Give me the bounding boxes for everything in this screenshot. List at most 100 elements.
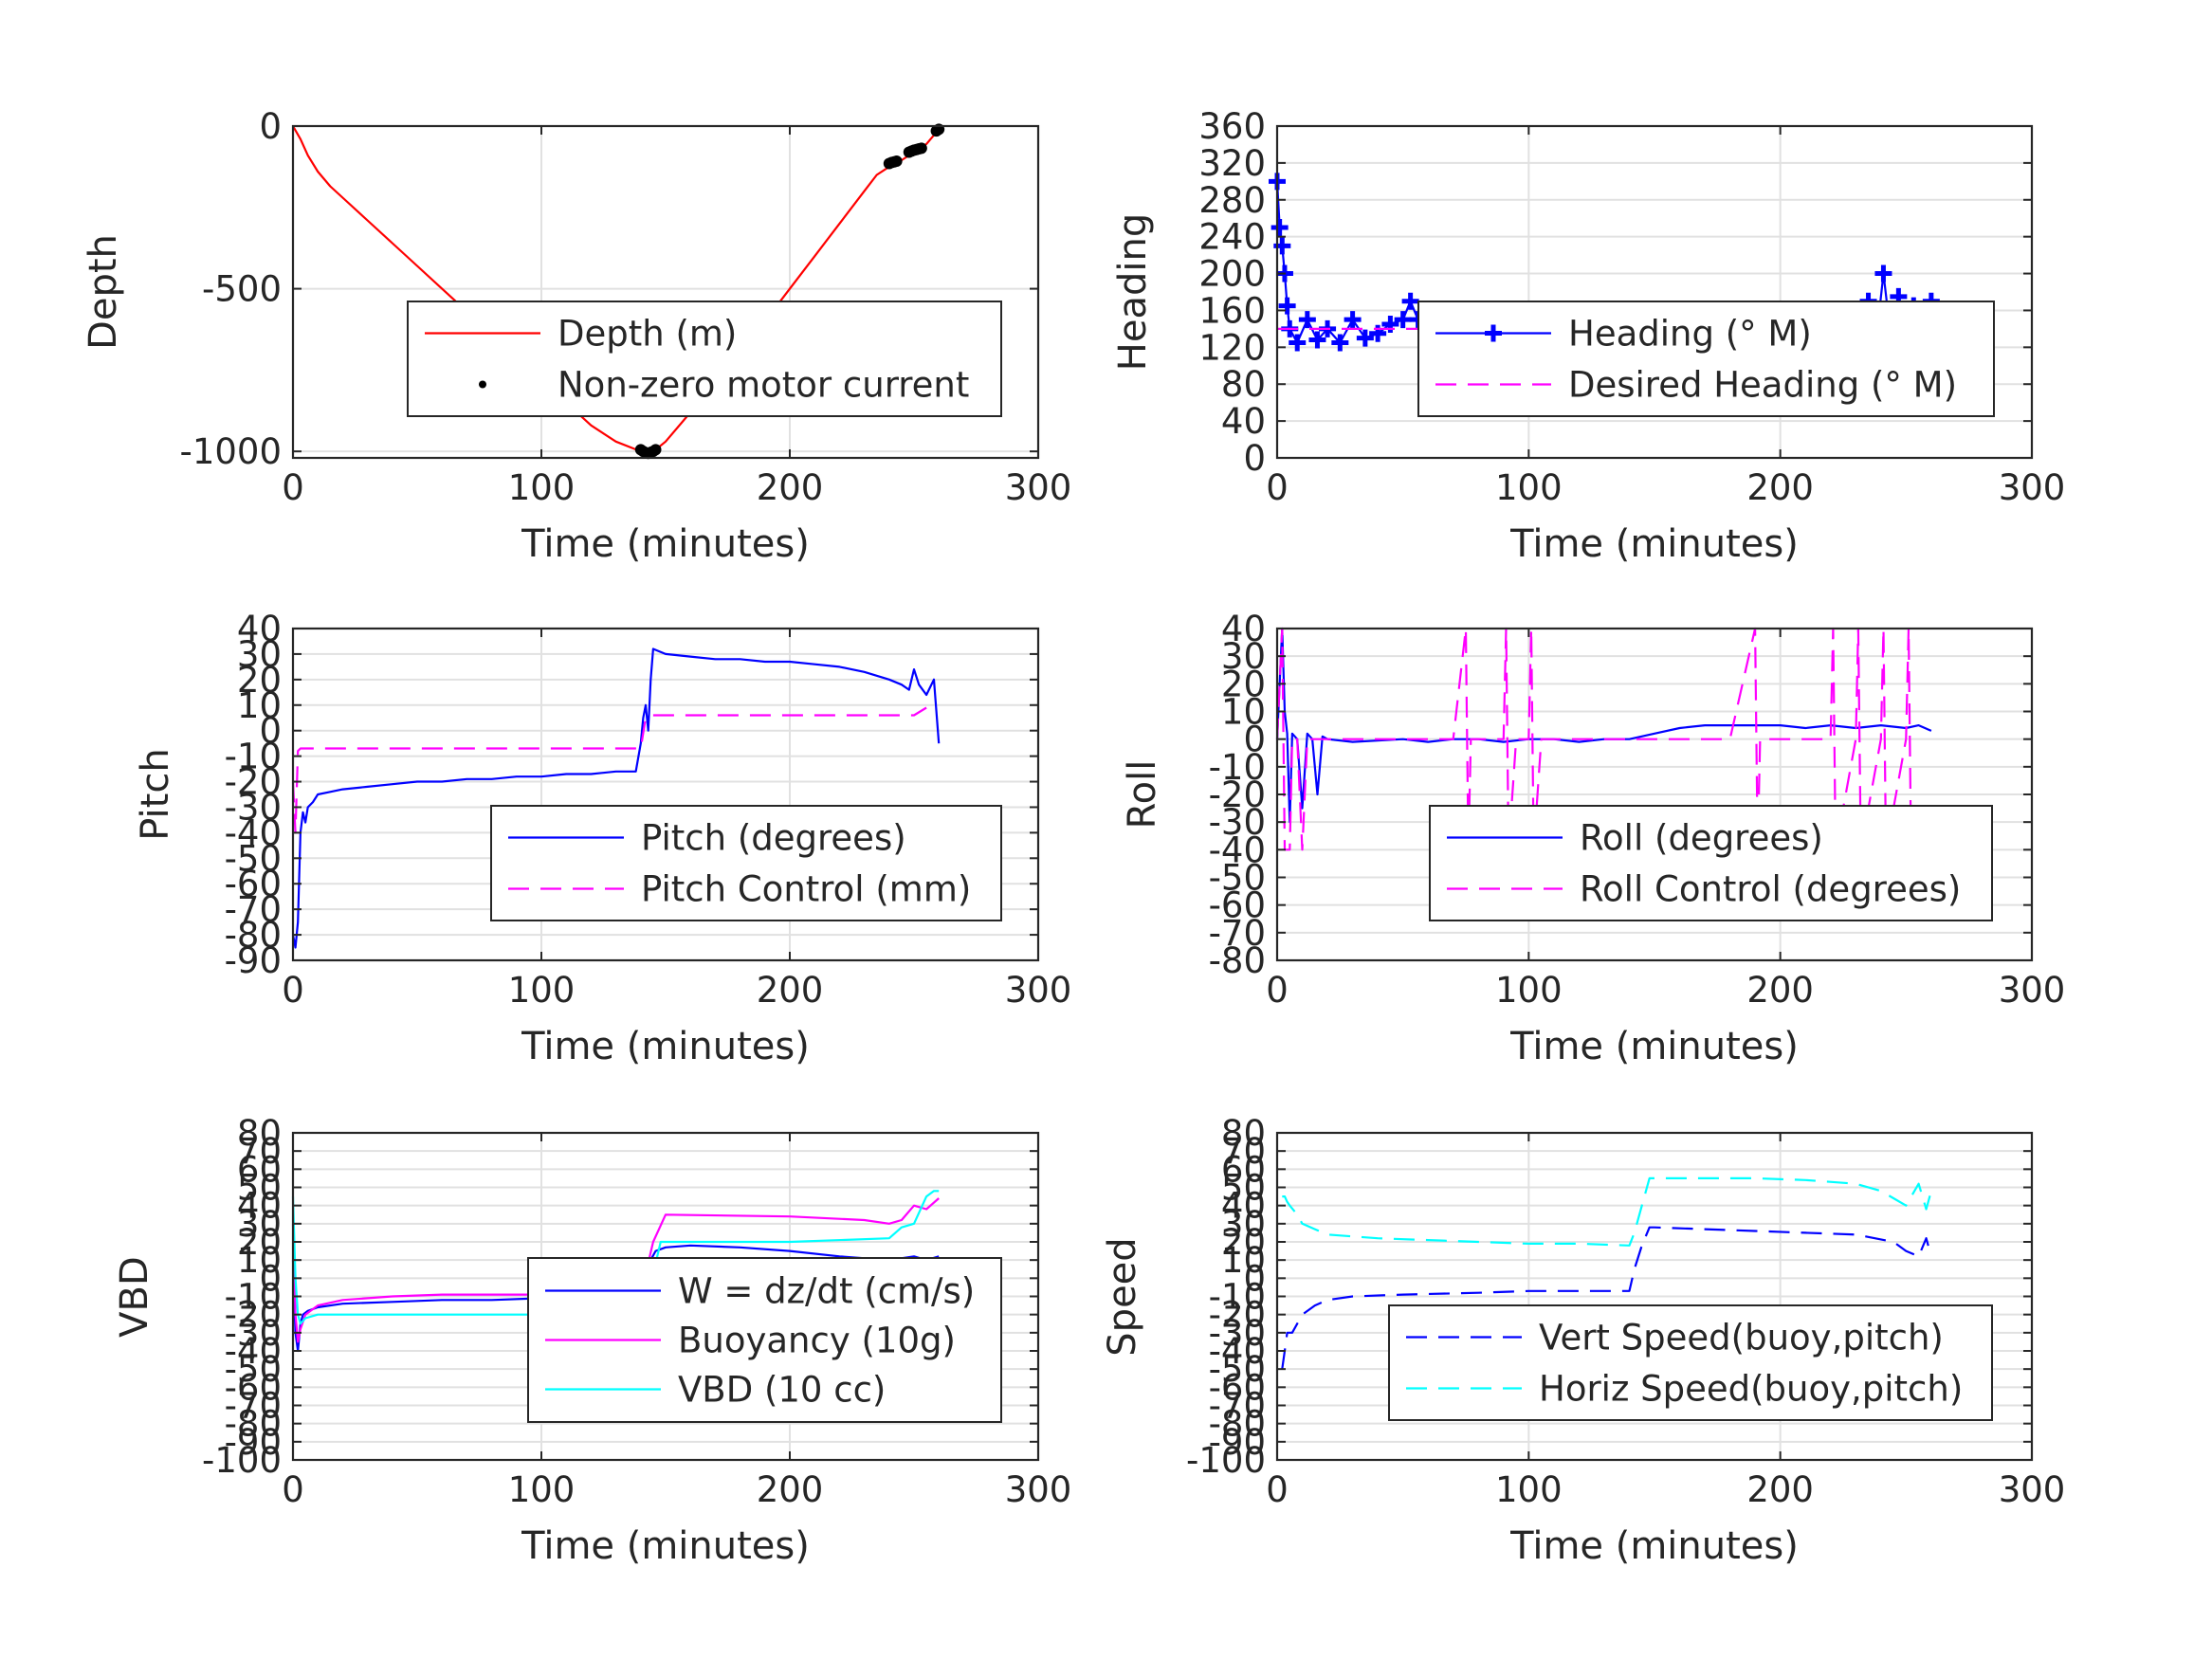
speed-y-tick-label: -30 — [1209, 1313, 1266, 1354]
speed-y-tick-label: -70 — [1209, 1386, 1266, 1427]
vbd-legend-label: Buoyancy (10g) — [678, 1321, 956, 1361]
depth-data-point — [915, 142, 927, 155]
vbd-legend-label: W = dz/dt (cm/s) — [678, 1271, 975, 1312]
pitch-y-tick-label: 20 — [237, 660, 282, 701]
roll-y-tick-label: 0 — [1243, 720, 1266, 760]
heading-y-tick-label: 320 — [1198, 143, 1266, 184]
roll-y-tick-label: -80 — [1209, 940, 1266, 981]
pitch-legend-label: Pitch Control (mm) — [641, 869, 971, 910]
depth-legend-box — [407, 301, 1002, 417]
vbd-y-tick-label: 60 — [237, 1149, 282, 1190]
depth-x-tick-label: 0 — [282, 467, 304, 508]
speed-y-tick-label: -20 — [1209, 1295, 1266, 1336]
roll-plot: 0 100 200 300403020100-10-20-30-40-50-60-70… — [1121, 609, 2065, 1068]
speed-y-tick-label: -40 — [1209, 1331, 1266, 1372]
vbd-x-axis-label: Time (minutes) — [521, 1524, 810, 1568]
speed-x-tick-label: 200 — [1746, 1469, 1814, 1510]
depth-y-tick-label: 0 — [259, 106, 282, 147]
vbd-y-tick-label: -30 — [225, 1313, 282, 1354]
depth-x-axis-label: Time (minutes) — [521, 522, 810, 566]
heading-y-tick-label: 0 — [1243, 438, 1266, 479]
speed-y-tick-label: 30 — [1221, 1204, 1266, 1245]
speed-series-0-line — [1281, 1226, 1932, 1370]
pitch-plot: 0 100 200 300403020100-10-20-30-40-50-60-70… — [134, 609, 1071, 1068]
speed-y-tick-label: 10 — [1221, 1240, 1266, 1281]
depth-x-tick-label: 300 — [1005, 467, 1072, 508]
speed-y-tick-label: -80 — [1209, 1404, 1266, 1445]
heading-y-tick-label: 160 — [1198, 290, 1266, 331]
heading-y-axis-label: Heading — [1111, 213, 1155, 371]
roll-y-tick-label: -10 — [1209, 747, 1266, 788]
heading-y-tick-label: 280 — [1198, 180, 1266, 221]
vbd-x-tick-label: 0 — [282, 1469, 304, 1510]
depth-legend-label: Depth (m) — [558, 314, 737, 355]
roll-legend: Roll (degrees) Roll Control (degrees) — [1429, 805, 1993, 921]
vbd-y-tick-label: 70 — [237, 1131, 282, 1172]
vbd-y-tick-label: 0 — [259, 1258, 282, 1299]
heading-axes-frame — [1275, 124, 2034, 460]
speed-y-tick-label: 60 — [1221, 1149, 1266, 1190]
heading-data-point — [1394, 311, 1412, 329]
roll-y-tick-label: -30 — [1209, 802, 1266, 843]
heading-data-point — [1874, 264, 1892, 283]
heading-x-tick-label: 100 — [1495, 467, 1563, 508]
heading-x-axis-label: Time (minutes) — [1509, 522, 1799, 566]
roll-y-tick-label: -40 — [1209, 830, 1266, 870]
pitch-x-axis-label: Time (minutes) — [521, 1025, 810, 1068]
heading-legend-marker — [1485, 324, 1502, 342]
roll-y-tick-label: -70 — [1209, 913, 1266, 954]
roll-legend-box — [1429, 805, 1993, 921]
roll-y-tick-label: 20 — [1221, 664, 1266, 704]
vbd-y-axis-label: VBD — [113, 1256, 156, 1338]
depth-data-point — [649, 444, 662, 456]
depth-y-axis-label: Depth — [82, 234, 125, 350]
speed-y-tick-label: 80 — [1221, 1113, 1266, 1154]
pitch-series-1-line — [291, 706, 927, 834]
pitch-x-tick-label: 300 — [1005, 970, 1072, 1011]
roll-x-tick-label: 100 — [1495, 970, 1563, 1011]
pitch-y-tick-label: -40 — [225, 812, 282, 853]
pitch-axes-frame — [291, 627, 1040, 962]
speed-x-tick-label: 300 — [1999, 1469, 2066, 1510]
roll-legend-label: Roll Control (degrees) — [1580, 869, 1961, 910]
roll-y-axis-label: Roll — [1121, 760, 1164, 830]
roll-legend-label: Roll (degrees) — [1580, 818, 1823, 859]
depth-legend-swatch — [479, 380, 486, 389]
vbd-legend: W = dz/dt (cm/s) Buoyancy (10g) VBD (10 cc… — [527, 1257, 1002, 1423]
heading-y-tick-label: 120 — [1198, 327, 1266, 368]
heading-y-tick-label: 200 — [1198, 254, 1266, 295]
heading-data-point — [1369, 324, 1387, 342]
vbd-x-tick-label: 100 — [508, 1469, 576, 1510]
speed-series-1-line — [1282, 1176, 1932, 1247]
heading-data-point — [1381, 316, 1399, 334]
heading-data-point — [1344, 311, 1362, 329]
depth-plot: 0 100 200 300 0 -500 -1000 Time (minutes) Depth D… — [82, 106, 1071, 566]
speed-y-tick-label: 40 — [1221, 1186, 1266, 1227]
heading-legend-label: Desired Heading (° M) — [1568, 365, 1957, 406]
roll-y-tick-label: 10 — [1221, 692, 1266, 733]
heading-data-point — [1298, 311, 1316, 329]
pitch-x-tick-label: 100 — [508, 970, 576, 1011]
speed-y-tick-label: -100 — [1186, 1440, 1266, 1481]
depth-axes-frame — [291, 124, 1040, 460]
pitch-y-tick-label: -30 — [225, 787, 282, 828]
vbd-x-tick-label: 300 — [1005, 1469, 1072, 1510]
heading-y-tick-label: 360 — [1198, 106, 1266, 147]
heading-legend: Heading (° M) Desired Heading (° M) — [1417, 301, 1995, 417]
pitch-y-tick-label: -80 — [225, 915, 282, 956]
pitch-y-tick-label: 10 — [237, 685, 282, 726]
heading-x-tick-label: 0 — [1266, 467, 1289, 508]
vbd-y-tick-label: 20 — [237, 1222, 282, 1263]
roll-x-tick-label: 200 — [1746, 970, 1814, 1011]
pitch-y-tick-label: -10 — [225, 737, 282, 777]
vbd-y-tick-label: 10 — [237, 1240, 282, 1281]
roll-x-tick-label: 300 — [1999, 970, 2066, 1011]
speed-legend: Vert Speed(buoy,pitch) Horiz Speed(buoy,p… — [1388, 1304, 1993, 1421]
roll-series-1-line — [1275, 627, 1932, 851]
heading-legend-box — [1417, 301, 1995, 417]
speed-y-tick-label: -60 — [1209, 1367, 1266, 1408]
roll-y-tick-label: 30 — [1221, 636, 1266, 677]
heading-x-tick-label: 300 — [1999, 467, 2066, 508]
vbd-x-tick-label: 200 — [757, 1469, 824, 1510]
